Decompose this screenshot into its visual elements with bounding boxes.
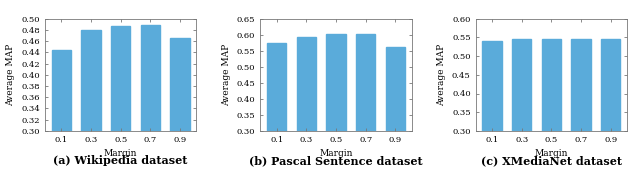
X-axis label: Margin: Margin [319, 149, 353, 158]
Text: (c) XMediaNet dataset: (c) XMediaNet dataset [481, 155, 622, 166]
Y-axis label: Average MAP: Average MAP [222, 44, 231, 106]
Y-axis label: Average MAP: Average MAP [6, 44, 15, 106]
Bar [356, 34, 375, 187]
Bar [297, 37, 316, 187]
X-axis label: Margin: Margin [104, 149, 138, 158]
Bar [601, 39, 620, 187]
Text: (b) Pascal Sentence dataset: (b) Pascal Sentence dataset [249, 155, 423, 166]
Bar [52, 50, 71, 187]
Bar [141, 25, 160, 187]
Bar [326, 34, 346, 187]
Bar [483, 41, 502, 187]
Bar [111, 26, 131, 187]
Bar [541, 39, 561, 187]
Bar [572, 39, 591, 187]
Y-axis label: Average MAP: Average MAP [437, 44, 446, 106]
Bar [81, 30, 100, 187]
Bar [386, 47, 405, 187]
Bar [512, 39, 531, 187]
X-axis label: Margin: Margin [534, 149, 568, 158]
Bar [267, 43, 286, 187]
Bar [170, 38, 189, 187]
Text: (a) Wikipedia dataset: (a) Wikipedia dataset [54, 155, 188, 166]
